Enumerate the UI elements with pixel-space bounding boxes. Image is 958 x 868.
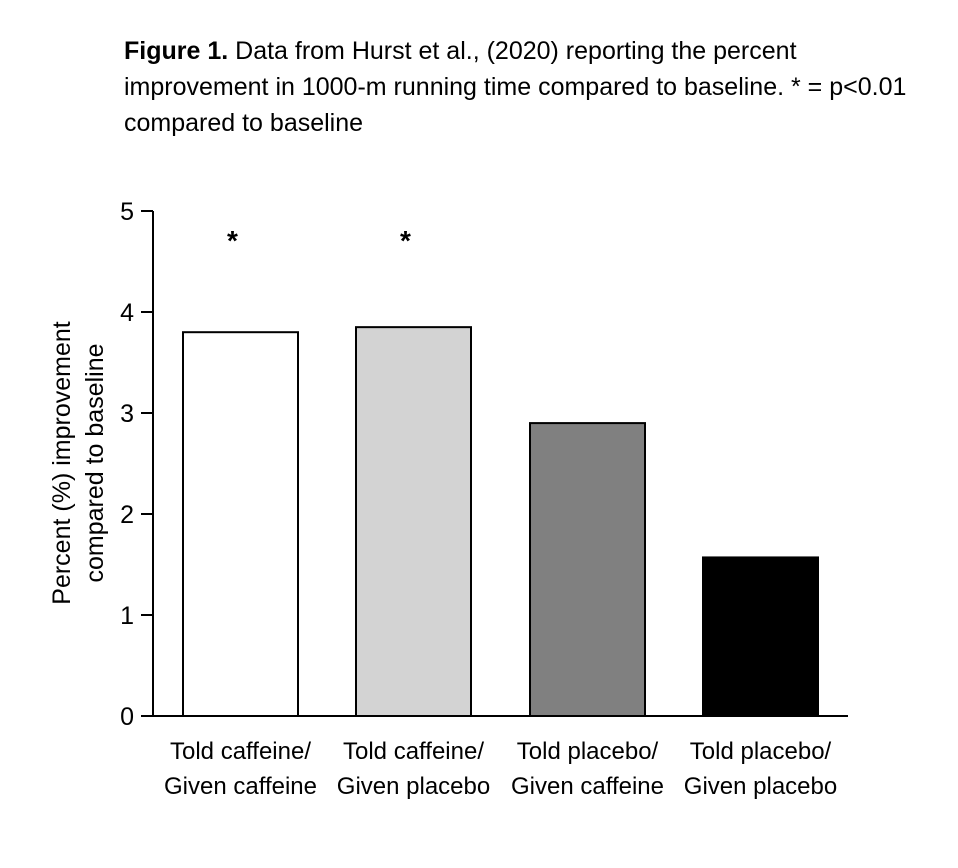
y-axis-title-line-1: Percent (%) improvement [48,321,76,604]
y-tick-label-0: 0 [120,703,134,731]
bar-2 [355,326,472,717]
y-tick-label-2: 2 [120,501,134,529]
x-tick-label-4-line-1: Told placebo/ [690,738,832,765]
significance-marker-2: * [400,225,411,256]
figure-caption-text: Data from Hurst et al., (2020) reporting… [124,37,907,137]
significance-marker-1: * [227,225,238,256]
x-tick-label-2-line-1: Told caffeine/ [343,738,484,765]
x-tick-label-1-line-1: Told caffeine/ [170,738,311,765]
bar-1 [182,331,299,717]
x-tick-label-1-line-2: Given caffeine [164,773,317,800]
bar-4 [702,556,819,717]
x-tick-label-3-line-2: Given caffeine [511,773,664,800]
y-tick-label-1: 1 [120,602,134,630]
x-tick-label-2-line-2: Given placebo [337,773,490,800]
y-tick-label-4: 4 [120,299,134,327]
figure-caption-label: Figure 1. [124,37,229,65]
y-axis-title-line-2: compared to baseline [81,343,109,582]
bar-3 [529,422,646,717]
x-tick-label-3-line-1: Told placebo/ [517,738,659,765]
y-tick-label-5: 5 [120,198,134,226]
x-tick-label-4-line-2: Given placebo [684,773,837,800]
figure-caption: Figure 1. Data from Hurst et al., (2020)… [124,33,914,141]
y-tick-label-3: 3 [120,400,134,428]
